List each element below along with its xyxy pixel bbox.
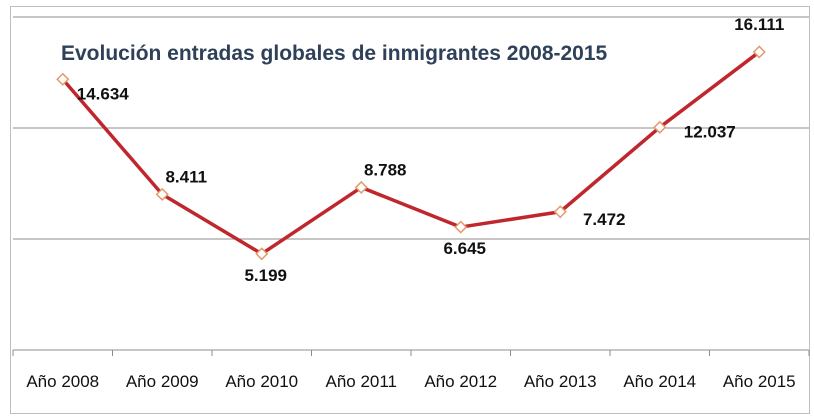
chart-title: Evolución entradas globales de inmigrant… <box>61 42 608 65</box>
data-label: 8.788 <box>364 160 407 179</box>
data-point-marker <box>454 220 468 234</box>
data-point-marker <box>354 180 368 194</box>
data-label: 8.411 <box>165 167 207 186</box>
x-axis <box>12 349 810 356</box>
x-tick-label: Año 2009 <box>126 372 199 391</box>
gridlines <box>13 16 809 240</box>
x-tick-label-layer: Año 2008 Año 2009 Año 2010 Año 2011 Año 2012… <box>26 372 795 391</box>
data-point-marker <box>752 45 766 59</box>
x-tick-label: Año 2010 <box>225 372 298 391</box>
x-tick-label: Año 2012 <box>424 372 497 391</box>
data-label: 6.645 <box>443 239 486 258</box>
data-point-marker <box>255 247 269 261</box>
data-label: 5.199 <box>244 266 287 285</box>
data-point-marker <box>56 72 70 86</box>
data-label: 7.472 <box>583 210 626 229</box>
series-line-layer <box>61 50 761 256</box>
x-tick-label: Año 2011 <box>325 372 397 391</box>
chart-frame: Evolución entradas globales de inmigrant… <box>10 6 810 414</box>
data-label: 16.111 <box>734 15 784 34</box>
marker-layer <box>56 45 766 261</box>
line-chart: Evolución entradas globales de inmigrant… <box>12 15 810 391</box>
x-tick-label: Año 2013 <box>524 372 597 391</box>
x-tick-label: Año 2014 <box>623 372 696 391</box>
x-tick-label: Año 2015 <box>723 372 796 391</box>
data-label-layer: 14.634 8.411 5.199 8.788 6.645 7.472 12.037 16.… <box>77 15 785 285</box>
data-point-marker <box>553 205 567 219</box>
data-label: 12.037 <box>684 122 736 141</box>
x-tick-label: Año 2008 <box>26 372 99 391</box>
data-label: 14.634 <box>77 84 130 103</box>
series-line <box>61 50 761 256</box>
data-point-marker <box>155 187 169 201</box>
data-point-marker <box>653 120 667 134</box>
